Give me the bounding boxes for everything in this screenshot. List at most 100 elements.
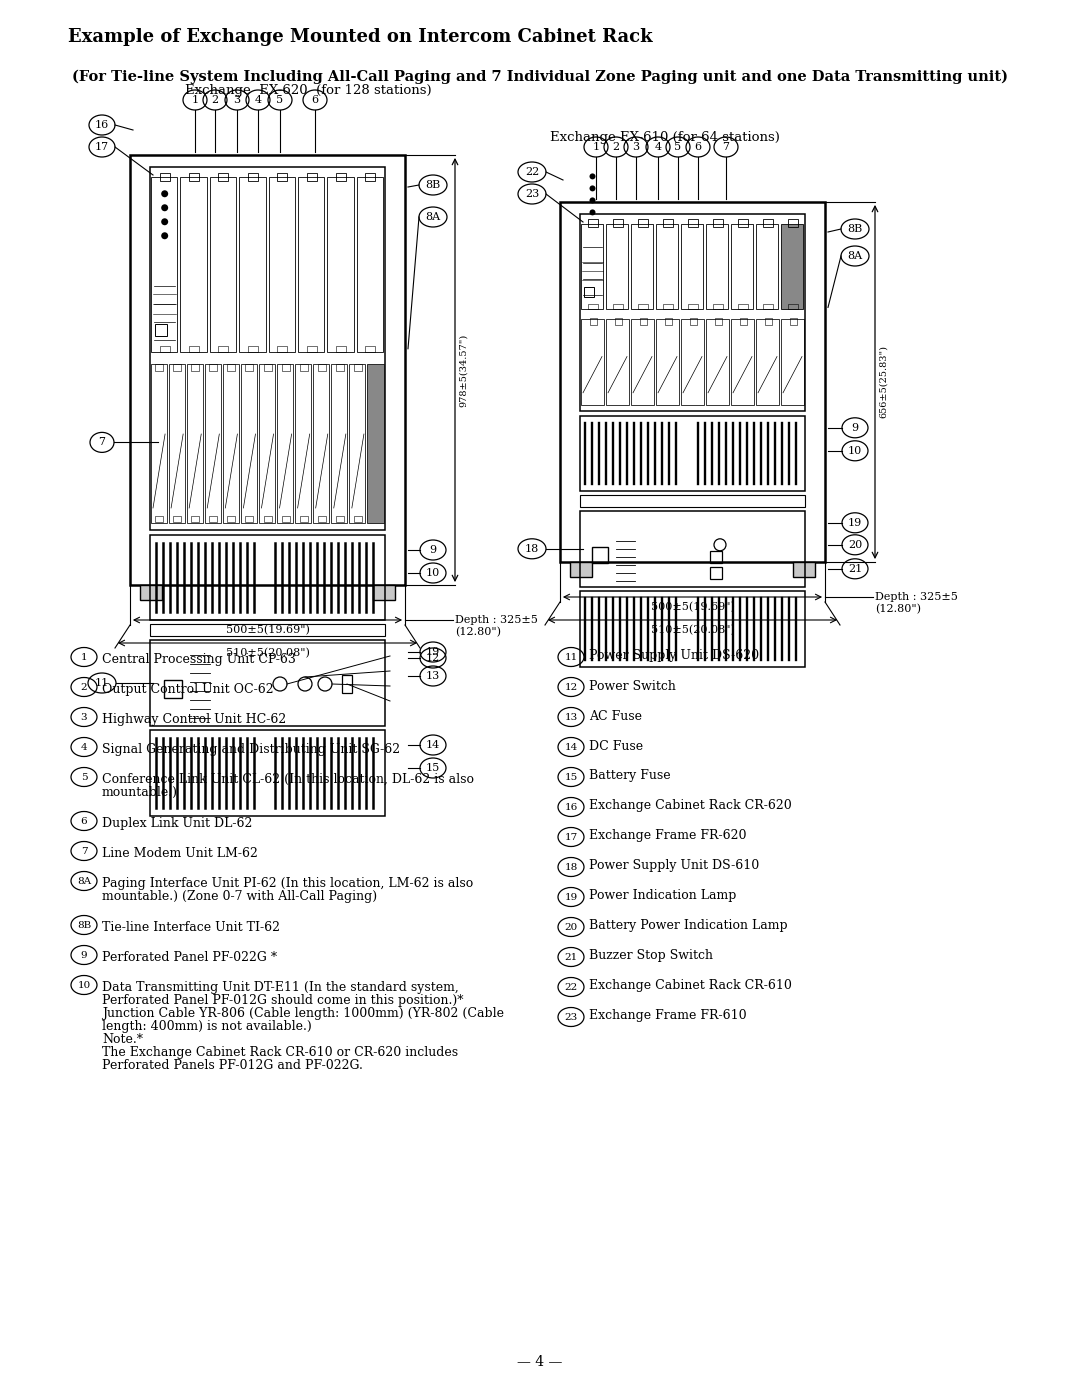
Bar <box>349 363 365 522</box>
Bar <box>191 363 199 370</box>
Bar <box>570 562 592 577</box>
Bar <box>681 224 703 309</box>
Text: 19: 19 <box>426 647 441 657</box>
Circle shape <box>161 190 168 197</box>
Bar <box>762 219 772 226</box>
Text: 8A: 8A <box>426 212 441 222</box>
Text: 978±5(34.57"): 978±5(34.57") <box>459 334 468 407</box>
Bar <box>581 224 603 309</box>
Text: 22: 22 <box>565 982 578 992</box>
Bar <box>656 320 678 405</box>
Text: 12: 12 <box>426 652 441 664</box>
Text: 4: 4 <box>255 95 261 105</box>
Bar <box>173 363 181 370</box>
Bar <box>336 346 346 352</box>
Text: 23: 23 <box>525 189 539 198</box>
Text: 13: 13 <box>565 712 578 721</box>
Text: 10: 10 <box>848 446 862 455</box>
Bar <box>580 416 805 490</box>
Bar <box>318 363 326 370</box>
Bar <box>269 177 295 352</box>
Bar <box>150 640 384 726</box>
Circle shape <box>590 197 595 204</box>
Circle shape <box>590 186 595 191</box>
Bar <box>606 224 627 309</box>
Text: Perforated Panel PF-022G *: Perforated Panel PF-022G * <box>102 951 278 964</box>
Text: 5: 5 <box>674 142 681 152</box>
Bar <box>588 305 597 309</box>
Text: 21: 21 <box>565 953 578 961</box>
Bar <box>781 224 804 309</box>
Bar <box>715 319 721 326</box>
Bar <box>713 305 723 309</box>
Text: length: 400mm) is not available.): length: 400mm) is not available.) <box>102 1020 312 1032</box>
Text: 21: 21 <box>848 564 862 574</box>
Text: Perforated Panels PF-012G and PF-022G.: Perforated Panels PF-012G and PF-022G. <box>102 1059 363 1071</box>
Bar <box>245 515 254 522</box>
Bar <box>793 562 815 577</box>
Bar <box>637 305 648 309</box>
Text: 9: 9 <box>430 545 436 555</box>
Bar <box>705 320 729 405</box>
Bar <box>298 177 324 352</box>
Text: 1: 1 <box>593 142 599 152</box>
Text: 10: 10 <box>78 981 91 989</box>
Bar <box>588 219 597 226</box>
Circle shape <box>590 210 595 215</box>
Bar <box>332 363 348 522</box>
Bar <box>612 219 622 226</box>
Bar <box>789 319 797 326</box>
Bar <box>278 363 293 522</box>
Text: 19: 19 <box>565 893 578 901</box>
Text: 11: 11 <box>95 678 109 687</box>
Bar <box>259 363 275 522</box>
Bar <box>710 567 723 578</box>
Text: 4: 4 <box>654 142 662 152</box>
Bar <box>189 346 199 352</box>
Text: 7: 7 <box>98 437 106 447</box>
Text: 18: 18 <box>525 543 539 553</box>
Text: 510±5(20.08"): 510±5(20.08") <box>226 648 310 658</box>
Bar <box>367 363 383 522</box>
Bar <box>189 173 199 182</box>
Bar <box>218 346 229 352</box>
Bar <box>592 546 608 563</box>
Bar <box>781 320 804 405</box>
Bar <box>710 550 723 563</box>
Text: 2: 2 <box>212 95 218 105</box>
Bar <box>656 224 678 309</box>
Text: Exchange EX-610 (for 64 stations): Exchange EX-610 (for 64 stations) <box>550 131 780 144</box>
Text: 14: 14 <box>426 740 441 750</box>
Bar <box>228 363 235 370</box>
Bar <box>365 173 376 182</box>
Bar <box>365 346 376 352</box>
Text: 9: 9 <box>851 423 859 433</box>
Text: mountable.): mountable.) <box>102 787 178 799</box>
Text: 5: 5 <box>81 773 87 781</box>
Text: Example of Exchange Mounted on Intercom Cabinet Rack: Example of Exchange Mounted on Intercom … <box>68 28 652 46</box>
Text: Power Supply Unit DS-610: Power Supply Unit DS-610 <box>589 859 759 873</box>
Text: 18: 18 <box>565 862 578 872</box>
Bar <box>278 346 287 352</box>
Text: 8A: 8A <box>77 876 91 886</box>
Text: Line Modem Unit LM-62: Line Modem Unit LM-62 <box>102 847 258 861</box>
Bar <box>664 319 672 326</box>
Bar <box>336 173 346 182</box>
Bar <box>706 224 728 309</box>
Bar <box>156 363 163 370</box>
Bar <box>150 535 384 620</box>
Text: AC Fuse: AC Fuse <box>589 710 642 722</box>
Bar <box>738 219 747 226</box>
Bar <box>264 515 271 522</box>
Bar <box>612 305 622 309</box>
Text: 2: 2 <box>81 683 87 692</box>
Text: 14: 14 <box>565 742 578 752</box>
Text: 6: 6 <box>311 95 319 105</box>
Text: 15: 15 <box>565 773 578 781</box>
Bar <box>228 515 235 522</box>
Bar <box>187 363 203 522</box>
Text: 12: 12 <box>565 683 578 692</box>
Bar <box>662 305 673 309</box>
Bar <box>130 155 405 585</box>
Bar <box>787 219 797 226</box>
